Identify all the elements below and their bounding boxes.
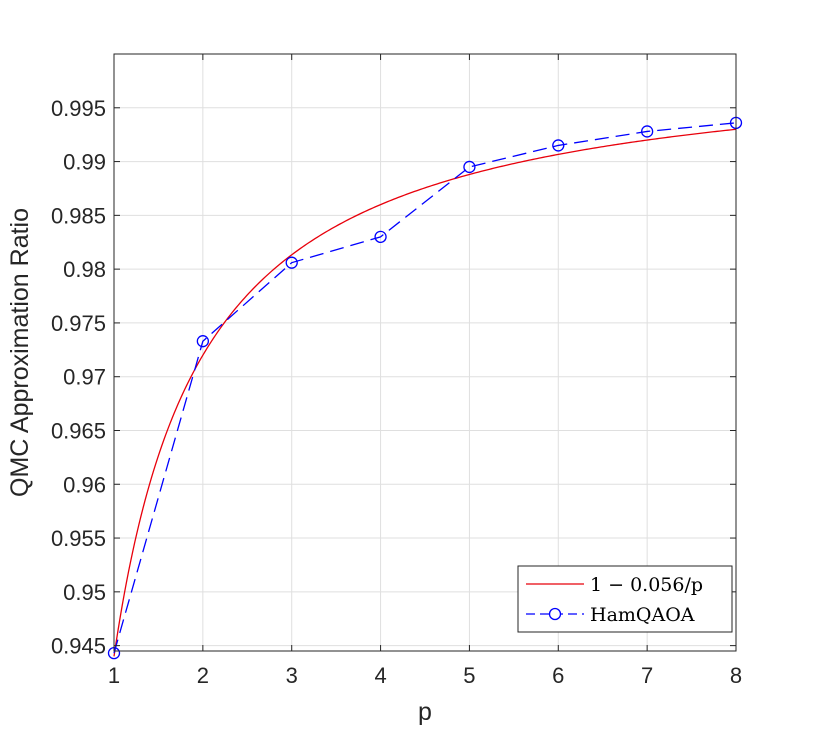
legend-box: [517, 565, 733, 633]
grid-lines: [113, 54, 737, 651]
x-axis-label: p: [418, 698, 432, 726]
x-tick-label: 5: [463, 663, 475, 688]
hamqaoa-marker: [285, 256, 298, 269]
x-tick-label: 2: [197, 663, 209, 688]
tick-layer: 1 2 3 4 5 6 7 8 0.945 0.95 0.955 0.96 0.965 0.97 0.975…: [51, 54, 742, 688]
x-tick-label: 4: [374, 663, 386, 688]
y-axis-label: QMC Approximation Ratio: [6, 208, 34, 497]
hamqaoa-line: [113, 122, 737, 654]
y-tick-label: 0.98: [63, 257, 106, 282]
hamqaoa-marker: [640, 125, 654, 138]
y-tick-label: 0.955: [51, 526, 106, 551]
y-tick-label: 0.995: [51, 96, 106, 121]
fit-curve-line: [113, 128, 737, 657]
x-tick-label: 3: [286, 663, 298, 688]
hamqaoa-marker: [196, 335, 210, 348]
y-tick-label: 0.99: [63, 150, 106, 175]
y-tick-label: 0.96: [63, 472, 106, 497]
x-tick-label: 6: [552, 663, 564, 688]
y-tick-label: 0.975: [51, 311, 106, 336]
hamqaoa-marker: [374, 230, 387, 244]
axes-box: [113, 53, 737, 652]
y-tick-label: 0.97: [63, 365, 106, 390]
legend-hamqaoa-label: HamQAOA: [590, 604, 695, 626]
series-layer: [107, 116, 743, 660]
y-tick-label: 0.985: [51, 203, 106, 228]
x-tick-label: 1: [108, 663, 120, 688]
x-tick-label: 8: [730, 663, 742, 688]
hamqaoa-marker: [552, 139, 565, 152]
hamqaoa-marker: [463, 160, 476, 174]
legend-hamqaoa-marker: [548, 607, 562, 621]
y-tick-label: 0.95: [63, 580, 106, 605]
y-tick-label: 0.965: [51, 418, 106, 443]
legend-fit-label: 1 − 0.056/p: [590, 574, 703, 596]
y-tick-label: 0.945: [51, 634, 106, 659]
x-tick-label: 7: [641, 663, 653, 688]
legend: 1 − 0.056/p HamQAOA: [517, 565, 733, 633]
